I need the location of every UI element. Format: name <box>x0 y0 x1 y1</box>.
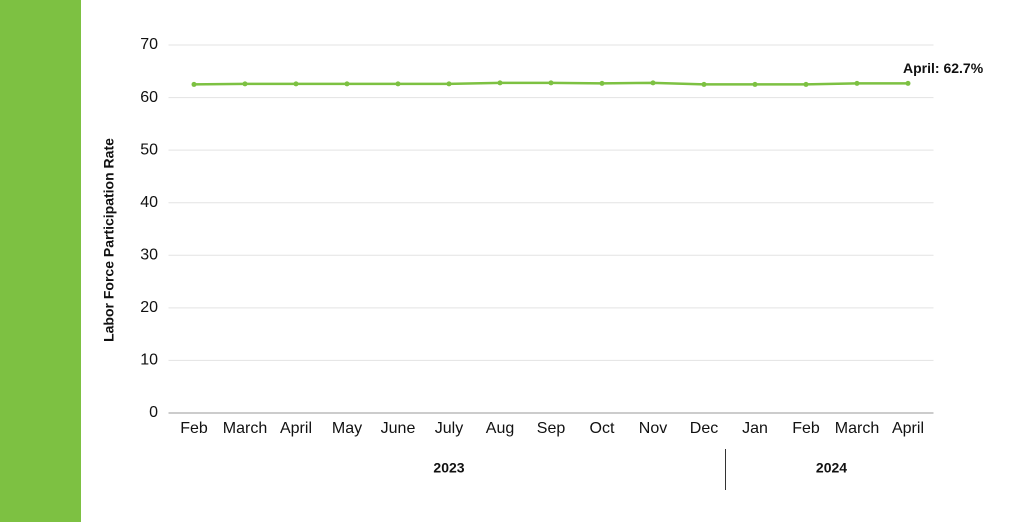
y-tick-label: 50 <box>140 141 158 158</box>
x-tick-label: Feb <box>180 420 208 437</box>
y-tick-label: 10 <box>140 352 158 369</box>
point <box>548 80 554 86</box>
x-tick-label: June <box>381 420 416 437</box>
point <box>395 81 401 87</box>
x-tick-label: Aug <box>486 420 514 437</box>
x-tick-label: July <box>435 420 463 437</box>
x-tick-label: Oct <box>590 420 615 437</box>
y-tick-label: 30 <box>140 247 158 264</box>
point <box>752 81 758 87</box>
point <box>854 80 860 86</box>
year-label: 2024 <box>816 460 847 476</box>
y-tick-label: 70 <box>140 36 158 53</box>
x-tick-label: Jan <box>742 420 768 437</box>
point <box>701 81 707 87</box>
x-tick-label: April <box>892 420 924 437</box>
x-tick-label: March <box>223 420 267 437</box>
y-tick-label: 40 <box>140 194 158 211</box>
point <box>242 81 248 87</box>
point <box>650 80 656 86</box>
side-bar <box>0 0 81 522</box>
y-axis-title: Labor Force Participation Rate <box>101 138 117 342</box>
point <box>803 81 809 87</box>
y-tick-label: 20 <box>140 299 158 316</box>
point <box>344 81 350 87</box>
x-tick-label: Nov <box>639 420 667 437</box>
x-tick-label: April <box>280 420 312 437</box>
x-tick-label: May <box>332 420 362 437</box>
x-tick-label: Sep <box>537 420 566 437</box>
x-tick-label: Feb <box>792 420 820 437</box>
point <box>599 80 605 86</box>
x-tick-label: Dec <box>690 420 718 437</box>
point <box>905 80 911 86</box>
point <box>191 81 197 87</box>
x-tick-label: March <box>835 420 879 437</box>
point <box>497 80 503 86</box>
year-label: 2023 <box>433 460 464 476</box>
y-tick-label: 0 <box>149 404 158 421</box>
annotation: April: 62.7% <box>903 60 984 76</box>
point <box>293 81 299 87</box>
y-tick-label: 60 <box>140 89 158 106</box>
point <box>446 81 452 87</box>
